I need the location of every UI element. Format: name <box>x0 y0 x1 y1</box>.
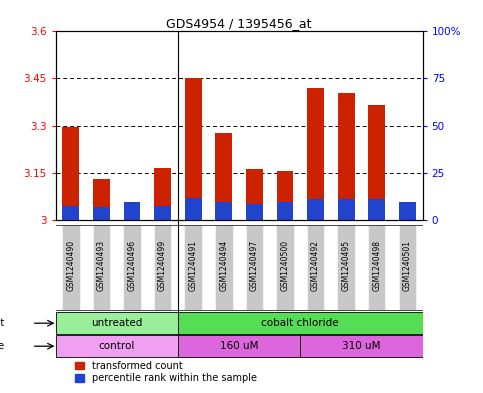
Bar <box>307 225 324 310</box>
Text: 160 uM: 160 uM <box>220 341 258 351</box>
Legend: transformed count, percentile rank within the sample: transformed count, percentile rank withi… <box>75 361 256 384</box>
Text: control: control <box>99 341 135 351</box>
Text: GSM1240499: GSM1240499 <box>158 240 167 291</box>
Text: GSM1240491: GSM1240491 <box>189 240 198 291</box>
Bar <box>154 168 171 220</box>
Bar <box>123 225 141 310</box>
Bar <box>277 171 293 220</box>
Bar <box>185 198 201 220</box>
Bar <box>307 88 324 220</box>
Text: GSM1240496: GSM1240496 <box>128 240 137 291</box>
Bar <box>62 225 80 310</box>
Bar <box>338 93 355 220</box>
Bar <box>93 179 110 220</box>
Bar <box>62 206 79 220</box>
Bar <box>62 127 79 220</box>
Bar <box>93 225 110 310</box>
Bar <box>215 133 232 220</box>
Bar <box>215 202 232 220</box>
Bar <box>369 199 385 220</box>
Bar <box>124 202 141 220</box>
Text: GSM1240497: GSM1240497 <box>250 240 259 291</box>
Bar <box>124 202 141 220</box>
Bar <box>369 105 385 220</box>
Bar <box>399 202 416 220</box>
Bar <box>300 335 423 357</box>
Bar <box>368 225 385 310</box>
Bar <box>276 225 294 310</box>
Bar <box>246 204 263 220</box>
Bar <box>277 202 293 220</box>
Text: untreated: untreated <box>91 318 142 328</box>
Bar <box>93 207 110 220</box>
Bar <box>215 225 232 310</box>
Text: GSM1240490: GSM1240490 <box>66 240 75 291</box>
Bar <box>246 169 263 220</box>
Text: GSM1240495: GSM1240495 <box>341 240 351 291</box>
Text: GSM1240494: GSM1240494 <box>219 240 228 291</box>
Bar <box>338 199 355 220</box>
Text: GSM1240492: GSM1240492 <box>311 240 320 291</box>
Text: dose: dose <box>0 341 4 351</box>
Bar <box>185 225 202 310</box>
Bar <box>185 79 201 220</box>
Bar <box>154 225 171 310</box>
Bar <box>399 202 416 220</box>
Text: GSM1240493: GSM1240493 <box>97 240 106 291</box>
Title: GDS4954 / 1395456_at: GDS4954 / 1395456_at <box>166 17 312 30</box>
Text: GSM1240501: GSM1240501 <box>403 240 412 291</box>
Bar <box>154 206 171 220</box>
Bar <box>246 225 263 310</box>
Bar <box>56 335 178 357</box>
Bar <box>56 312 178 334</box>
Text: GSM1240500: GSM1240500 <box>281 240 289 291</box>
Text: agent: agent <box>0 318 4 328</box>
Text: cobalt chloride: cobalt chloride <box>261 318 339 328</box>
Bar <box>398 225 416 310</box>
Bar <box>178 312 423 334</box>
Bar <box>307 199 324 220</box>
Text: GSM1240498: GSM1240498 <box>372 240 381 291</box>
Bar <box>338 225 355 310</box>
Bar <box>178 335 300 357</box>
Text: 310 uM: 310 uM <box>342 341 381 351</box>
